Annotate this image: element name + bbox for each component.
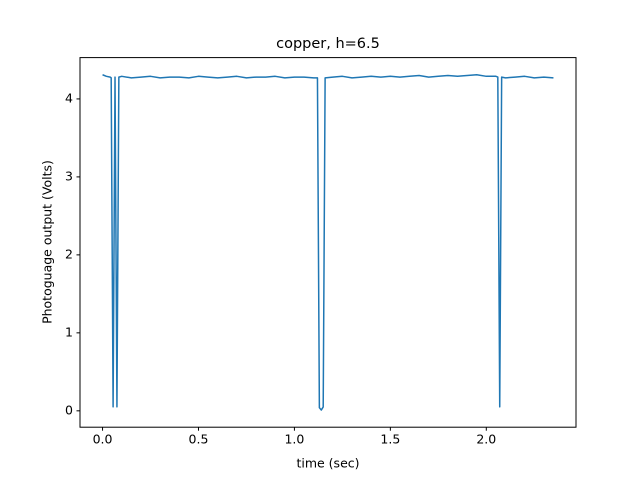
x-tick-label: 2.0 — [476, 432, 496, 447]
x-tick-label: 0.5 — [189, 432, 209, 447]
y-tick-label: 3 — [65, 168, 73, 183]
x-tick-label: 0.0 — [93, 432, 113, 447]
y-tick-label: 1 — [65, 324, 73, 339]
x-axis-label: time (sec) — [296, 456, 359, 471]
chart-title: copper, h=6.5 — [276, 36, 380, 52]
y-tick-label: 0 — [65, 402, 73, 417]
y-axis-label: Photoguage output (Volts) — [40, 160, 55, 324]
data-line — [102, 74, 554, 411]
plot-frame — [79, 57, 577, 428]
y-tick-label: 4 — [65, 90, 73, 105]
x-tick-label: 1.5 — [380, 432, 400, 447]
y-tick-label: 2 — [65, 246, 73, 261]
x-tick-label: 1.0 — [284, 432, 304, 447]
